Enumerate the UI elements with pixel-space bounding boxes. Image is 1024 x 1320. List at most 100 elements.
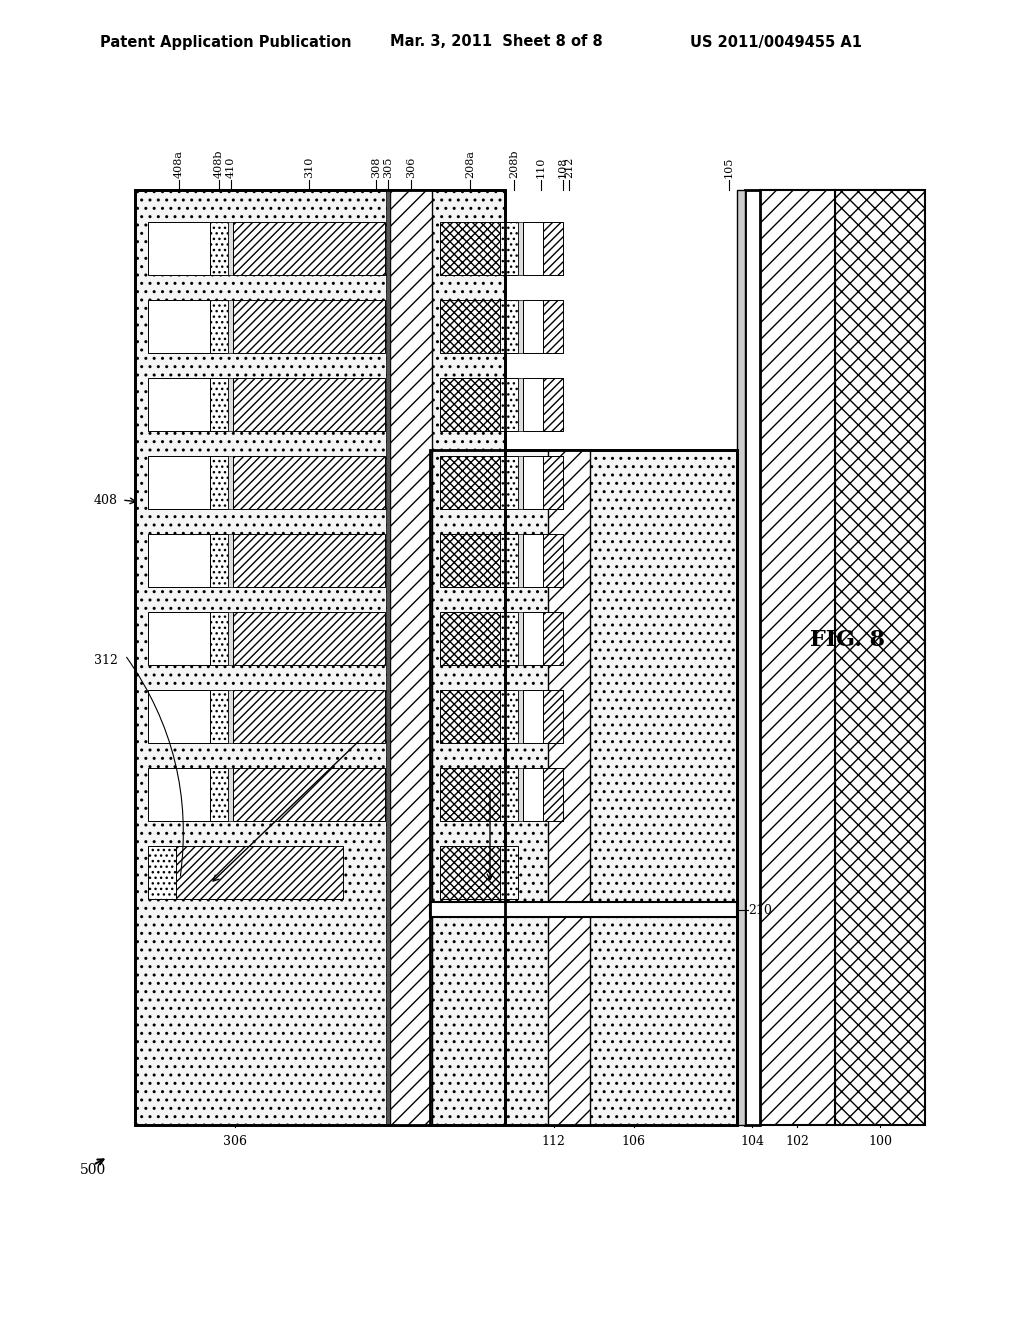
Bar	[210, 690, 228, 743]
Bar	[500, 222, 518, 275]
Bar	[440, 455, 500, 510]
Text: 305: 305	[383, 157, 393, 178]
Bar	[760, 190, 835, 1125]
Bar	[440, 535, 500, 587]
Bar	[440, 300, 500, 352]
Bar	[210, 768, 228, 821]
Bar	[558, 612, 563, 665]
Bar	[518, 222, 523, 275]
Text: 212: 212	[564, 157, 574, 178]
Bar	[233, 378, 385, 432]
Bar	[548, 450, 590, 1125]
Bar	[430, 450, 737, 1125]
Text: 408: 408	[94, 494, 118, 507]
Text: 102: 102	[785, 1135, 809, 1148]
Bar	[835, 190, 925, 1125]
Text: 110: 110	[536, 157, 546, 178]
Bar	[148, 222, 210, 275]
Bar	[228, 690, 233, 743]
Bar	[523, 535, 558, 587]
Bar	[233, 768, 385, 821]
Bar	[210, 612, 228, 665]
Bar	[558, 690, 563, 743]
Text: 308: 308	[371, 157, 381, 178]
Bar	[233, 612, 385, 665]
Text: 208a: 208a	[465, 150, 475, 178]
Bar	[523, 455, 558, 510]
Bar	[148, 535, 210, 587]
Bar	[228, 535, 233, 587]
Bar	[543, 690, 563, 743]
Bar	[523, 300, 558, 352]
Bar	[135, 190, 505, 1125]
Bar	[518, 378, 523, 432]
Bar	[523, 768, 558, 821]
Bar	[523, 222, 558, 275]
Bar	[518, 768, 523, 821]
Bar	[210, 455, 228, 510]
Bar	[233, 690, 385, 743]
Bar	[543, 612, 563, 665]
Text: 500: 500	[80, 1163, 106, 1177]
Bar	[430, 902, 737, 917]
Bar	[500, 768, 518, 821]
Bar	[543, 300, 563, 352]
Bar	[210, 222, 228, 275]
Bar	[210, 535, 228, 587]
Text: 108: 108	[558, 157, 568, 178]
Bar	[558, 535, 563, 587]
Text: Mar. 3, 2011  Sheet 8 of 8: Mar. 3, 2011 Sheet 8 of 8	[390, 34, 603, 49]
Text: 310: 310	[304, 157, 314, 178]
Bar	[745, 190, 760, 1125]
Bar	[176, 846, 343, 899]
Bar	[228, 612, 233, 665]
Bar	[228, 455, 233, 510]
Bar	[543, 455, 563, 510]
Bar	[523, 690, 558, 743]
Bar	[228, 222, 233, 275]
Bar	[518, 535, 523, 587]
Bar	[518, 300, 523, 352]
Bar	[210, 378, 228, 432]
Bar	[233, 455, 385, 510]
Bar	[518, 690, 523, 743]
Bar	[543, 222, 563, 275]
Bar	[233, 222, 385, 275]
Text: 306: 306	[406, 157, 416, 178]
Text: 105: 105	[724, 157, 734, 178]
Bar	[543, 535, 563, 587]
Bar	[558, 768, 563, 821]
Text: 112: 112	[542, 1135, 565, 1148]
Text: 408a: 408a	[174, 150, 184, 178]
Bar	[518, 455, 523, 510]
Bar	[500, 846, 518, 899]
Bar	[440, 768, 500, 821]
Text: 312: 312	[94, 653, 118, 667]
Bar	[148, 846, 176, 899]
Bar	[518, 612, 523, 665]
Bar	[390, 190, 432, 1125]
Text: 106: 106	[622, 1135, 645, 1148]
Text: 100: 100	[868, 1135, 892, 1148]
Bar	[500, 535, 518, 587]
Bar	[233, 535, 385, 587]
Bar	[543, 378, 563, 432]
Bar	[228, 378, 233, 432]
Bar	[440, 222, 500, 275]
Bar	[148, 300, 210, 352]
Bar	[543, 768, 563, 821]
Bar	[386, 190, 390, 1125]
Bar	[228, 300, 233, 352]
Bar	[148, 378, 210, 432]
Bar	[523, 378, 558, 432]
Bar	[500, 300, 518, 352]
Bar	[440, 846, 500, 899]
Bar	[500, 378, 518, 432]
Text: 208b: 208b	[509, 149, 519, 178]
Bar	[148, 768, 210, 821]
Bar	[228, 768, 233, 821]
Bar	[558, 222, 563, 275]
Text: US 2011/0049455 A1: US 2011/0049455 A1	[690, 34, 862, 49]
Text: 408b: 408b	[214, 149, 224, 178]
Text: 306: 306	[223, 1135, 247, 1148]
